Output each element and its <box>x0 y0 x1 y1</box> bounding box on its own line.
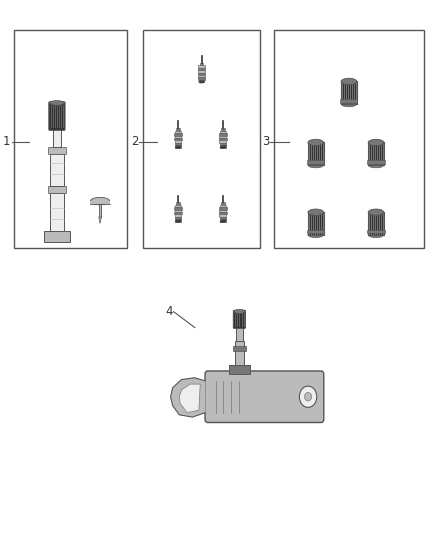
Bar <box>219 216 226 219</box>
Bar <box>50 193 64 231</box>
Ellipse shape <box>308 209 324 215</box>
Ellipse shape <box>341 78 357 85</box>
Bar <box>99 204 101 217</box>
Bar <box>219 138 226 140</box>
Bar <box>219 207 226 210</box>
Polygon shape <box>170 378 205 417</box>
Bar <box>175 131 181 133</box>
FancyBboxPatch shape <box>233 310 246 328</box>
Bar <box>14 30 127 248</box>
Bar <box>91 201 110 204</box>
Bar <box>174 212 182 214</box>
Ellipse shape <box>91 197 110 205</box>
Bar <box>219 133 226 135</box>
Ellipse shape <box>368 209 384 215</box>
Bar <box>308 212 324 235</box>
Ellipse shape <box>368 139 384 146</box>
Bar <box>175 145 181 148</box>
Bar <box>48 147 66 154</box>
Bar <box>143 30 261 248</box>
Bar <box>219 210 226 212</box>
Text: 3: 3 <box>262 135 269 148</box>
Ellipse shape <box>308 232 324 238</box>
Bar <box>221 128 225 131</box>
Bar <box>199 80 205 82</box>
Bar <box>174 140 181 142</box>
Bar <box>175 142 181 145</box>
Bar <box>175 205 181 207</box>
Bar <box>44 231 70 241</box>
Bar <box>219 214 226 216</box>
Bar <box>174 138 182 140</box>
FancyBboxPatch shape <box>49 102 65 130</box>
Ellipse shape <box>368 232 384 238</box>
Polygon shape <box>179 384 200 413</box>
Bar <box>53 129 61 147</box>
Circle shape <box>299 386 317 407</box>
Bar <box>198 75 205 77</box>
Bar <box>198 77 205 80</box>
Bar <box>219 142 226 145</box>
Bar <box>221 203 225 205</box>
Bar <box>175 216 181 219</box>
Bar <box>175 219 181 222</box>
Ellipse shape <box>50 101 64 105</box>
Bar <box>368 142 384 165</box>
Bar <box>307 230 324 233</box>
Bar <box>274 30 424 248</box>
Ellipse shape <box>220 147 226 149</box>
Bar <box>176 128 180 131</box>
Ellipse shape <box>341 101 357 107</box>
Text: 4: 4 <box>166 305 173 318</box>
Bar <box>174 214 181 216</box>
Bar <box>308 142 324 165</box>
Ellipse shape <box>220 221 226 223</box>
Ellipse shape <box>308 163 324 168</box>
Ellipse shape <box>175 147 181 149</box>
Bar <box>307 160 324 164</box>
Bar <box>219 131 226 133</box>
Circle shape <box>304 392 311 401</box>
Ellipse shape <box>199 81 205 83</box>
Bar <box>340 99 357 103</box>
Bar <box>198 68 205 70</box>
Bar <box>174 135 181 138</box>
Text: 1: 1 <box>3 135 11 148</box>
Bar <box>198 72 205 75</box>
Bar <box>198 70 205 72</box>
Bar <box>200 63 203 65</box>
Ellipse shape <box>175 221 181 223</box>
Bar <box>341 82 357 104</box>
Bar <box>367 230 385 233</box>
Bar <box>219 135 226 138</box>
Bar <box>220 145 226 148</box>
Bar <box>219 205 226 207</box>
Bar <box>176 203 180 205</box>
Ellipse shape <box>308 139 324 146</box>
Bar <box>198 65 205 68</box>
Bar <box>235 341 244 365</box>
Bar <box>48 186 66 193</box>
Bar <box>174 210 181 212</box>
Bar <box>174 207 182 210</box>
Text: 2: 2 <box>131 135 138 148</box>
Bar <box>233 346 246 351</box>
Bar <box>219 140 226 142</box>
Bar <box>229 365 250 374</box>
Ellipse shape <box>368 163 384 168</box>
Bar <box>220 219 226 222</box>
Bar <box>219 212 226 214</box>
Bar <box>368 212 384 235</box>
Ellipse shape <box>234 309 245 313</box>
Polygon shape <box>99 217 101 223</box>
Bar <box>174 133 182 135</box>
Bar <box>236 327 243 341</box>
FancyBboxPatch shape <box>205 371 324 423</box>
Bar <box>50 154 64 186</box>
Bar <box>367 160 385 164</box>
